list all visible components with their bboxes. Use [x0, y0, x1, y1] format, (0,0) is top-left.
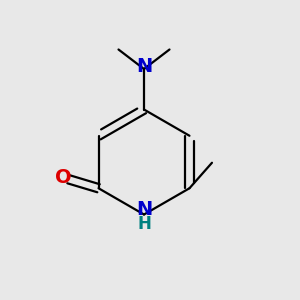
Text: N: N [136, 56, 152, 76]
Text: N: N [136, 200, 152, 219]
Text: H: H [137, 215, 151, 233]
Text: O: O [55, 168, 71, 187]
